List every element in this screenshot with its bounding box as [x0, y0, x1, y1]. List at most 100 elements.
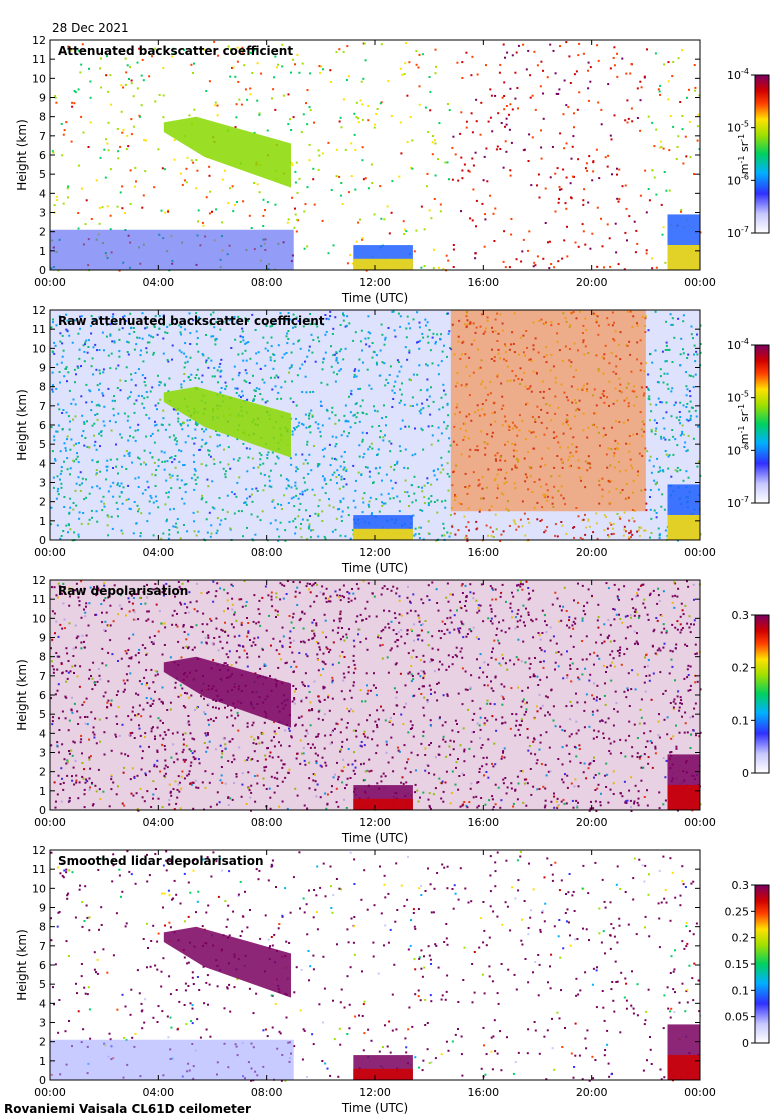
speckle [606, 396, 609, 399]
speckle [655, 128, 658, 131]
speckle [346, 45, 349, 48]
speckle [608, 535, 611, 538]
speckle [53, 435, 56, 438]
speckle [338, 419, 341, 422]
speckle [592, 312, 595, 315]
speckle [497, 332, 500, 335]
speckle [244, 317, 247, 320]
speckle [107, 90, 110, 93]
speckle [53, 586, 56, 589]
speckle [304, 375, 307, 378]
speckle [321, 448, 324, 451]
speckle [399, 450, 402, 452]
speckle [162, 417, 165, 420]
speckle [654, 349, 657, 352]
speckle [628, 519, 631, 522]
speckle [506, 668, 509, 671]
speckle [570, 361, 573, 364]
speckle [158, 93, 161, 96]
speckle [513, 312, 516, 315]
speckle [356, 411, 359, 414]
speckle [219, 328, 222, 331]
speckle [665, 453, 668, 456]
speckle [121, 327, 124, 330]
speckle [355, 583, 358, 586]
speckle [120, 110, 123, 113]
y-tick-label: 12 [32, 304, 46, 317]
speckle [586, 388, 588, 391]
speckle [436, 333, 439, 336]
speckle [339, 499, 342, 502]
speckle [226, 434, 229, 437]
speckle [580, 479, 582, 482]
speckle [362, 580, 365, 583]
speckle [236, 201, 238, 203]
speckle [573, 526, 576, 528]
speckle [63, 129, 66, 132]
speckle [638, 529, 640, 532]
speckle [446, 472, 449, 475]
speckle [661, 493, 664, 496]
speckle [150, 496, 153, 499]
speckle [59, 450, 62, 453]
speckle [589, 466, 592, 469]
speckle [201, 374, 204, 377]
speckle [384, 336, 387, 339]
speckle [312, 339, 315, 341]
speckle [627, 382, 630, 385]
speckle [79, 315, 81, 318]
speckle [279, 521, 282, 524]
speckle [610, 679, 613, 682]
speckle [273, 359, 276, 362]
speckle [539, 734, 542, 737]
speckle [99, 382, 102, 385]
speckle [393, 392, 396, 394]
speckle [652, 630, 655, 633]
speckle [69, 670, 72, 673]
speckle [139, 734, 142, 737]
speckle [592, 807, 595, 810]
speckle [525, 330, 528, 332]
speckle [634, 784, 637, 787]
speckle [86, 351, 89, 354]
speckle [316, 659, 319, 661]
speckle [256, 490, 259, 492]
speckle [51, 638, 54, 641]
speckle [456, 61, 459, 64]
speckle [596, 206, 599, 209]
speckle [554, 210, 557, 213]
speckle [563, 391, 566, 394]
speckle [80, 395, 83, 398]
speckle [186, 419, 189, 422]
speckle [84, 722, 87, 725]
speckle [626, 687, 629, 690]
speckle [404, 767, 407, 770]
speckle [291, 430, 294, 433]
speckle [68, 719, 71, 722]
speckle [517, 782, 520, 785]
speckle [408, 505, 410, 507]
speckle [410, 379, 412, 382]
speckle [392, 310, 395, 313]
speckle [445, 770, 448, 773]
speckle [273, 322, 276, 325]
speckle [355, 101, 358, 104]
speckle [114, 733, 117, 736]
speckle [474, 411, 477, 414]
speckle [577, 459, 580, 462]
speckle [202, 612, 205, 615]
speckle [341, 745, 343, 748]
speckle [575, 732, 578, 735]
speckle [233, 493, 236, 496]
speckle [180, 424, 183, 427]
speckle [269, 359, 272, 362]
speckle [371, 425, 374, 428]
speckle [248, 447, 251, 450]
speckle [581, 388, 584, 391]
speckle [366, 692, 369, 695]
speckle [164, 211, 167, 214]
speckle [421, 509, 424, 512]
speckle [308, 106, 311, 109]
speckle [679, 416, 682, 418]
speckle [233, 316, 236, 318]
